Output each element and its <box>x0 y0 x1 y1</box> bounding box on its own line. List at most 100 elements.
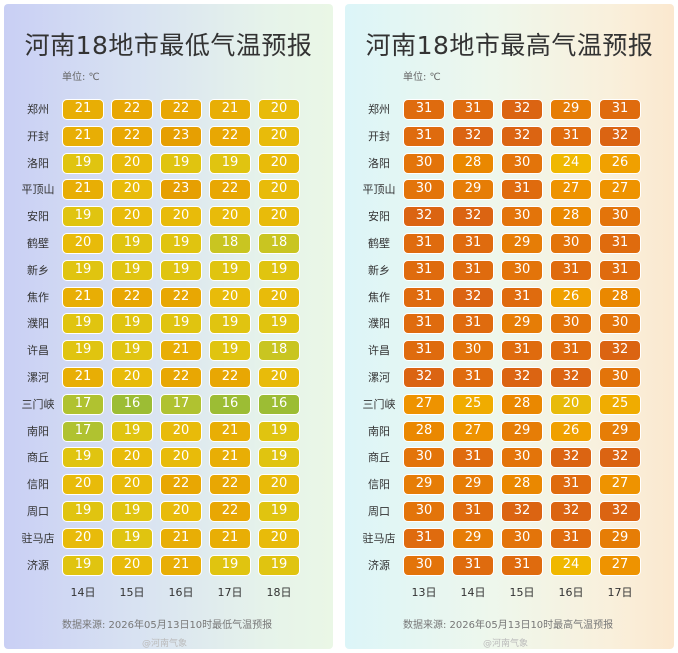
day-label: 15日 <box>119 586 145 599</box>
city-label: 新乡 <box>368 263 390 277</box>
temp-cell: 29 <box>550 99 592 120</box>
temp-cell: 25 <box>599 393 641 415</box>
temp-cell: 30 <box>403 152 445 174</box>
temp-cell: 20 <box>258 474 300 496</box>
temp-cell: 21 <box>160 554 202 576</box>
city-label: 开封 <box>27 129 49 143</box>
temp-cell: 31 <box>403 286 445 308</box>
temp-cell: 19 <box>258 447 300 469</box>
temp-cell: 19 <box>258 554 300 576</box>
city-label: 南阳 <box>368 424 390 438</box>
temp-cell: 31 <box>452 367 494 388</box>
temp-cell: 19 <box>160 313 202 335</box>
temp-cell: 22 <box>111 286 153 308</box>
city-label: 济源 <box>368 558 390 572</box>
temp-cell: 32 <box>452 206 494 228</box>
temp-cell: 19 <box>62 447 104 469</box>
city-label: 信阳 <box>368 478 390 492</box>
city-label: 郑州 <box>27 103 49 116</box>
temp-cell: 32 <box>501 125 543 147</box>
temp-cell: 21 <box>209 420 251 442</box>
temp-cell: 17 <box>62 420 104 442</box>
temp-cell: 30 <box>550 233 592 254</box>
temp-cell: 29 <box>403 474 445 496</box>
day-label: 15日 <box>509 586 535 599</box>
temp-cell: 32 <box>501 501 543 522</box>
temp-cell: 27 <box>599 179 641 201</box>
low-temp-source: 数据来源: 2026年05月13日10时最低气温预报 <box>62 620 273 631</box>
temp-cell: 20 <box>160 206 202 228</box>
temp-cell: 31 <box>403 99 445 120</box>
temp-cell: 19 <box>62 259 104 281</box>
temp-cell: 29 <box>452 527 494 549</box>
temp-cell: 20 <box>258 152 300 174</box>
temp-cell: 19 <box>209 340 251 362</box>
temp-cell: 28 <box>452 152 494 174</box>
temp-cell: 20 <box>111 554 153 576</box>
temp-cell: 21 <box>62 99 104 120</box>
day-label: 18日 <box>266 586 292 599</box>
day-label: 16日 <box>168 586 194 599</box>
temp-cell: 20 <box>258 99 300 120</box>
day-label: 14日 <box>70 586 96 599</box>
temp-cell: 22 <box>209 367 251 388</box>
temp-cell: 19 <box>160 233 202 254</box>
temp-cell: 22 <box>209 125 251 147</box>
temp-cell: 22 <box>160 367 202 388</box>
temp-cell: 30 <box>501 527 543 549</box>
temp-cell: 19 <box>62 340 104 362</box>
temp-cell: 20 <box>550 393 592 415</box>
day-label: 16日 <box>558 586 584 599</box>
temp-cell: 32 <box>403 367 445 388</box>
temp-cell: 32 <box>501 99 543 120</box>
temp-cell: 19 <box>160 152 202 174</box>
temp-cell: 19 <box>62 501 104 522</box>
temp-cell: 31 <box>452 99 494 120</box>
temp-cell: 31 <box>550 527 592 549</box>
city-label: 许昌 <box>27 344 49 358</box>
temp-cell: 30 <box>599 367 641 388</box>
temp-cell: 30 <box>403 501 445 522</box>
temp-cell: 23 <box>160 179 202 201</box>
temp-cell: 31 <box>403 527 445 549</box>
temp-cell: 31 <box>550 340 592 362</box>
temp-cell: 26 <box>599 152 641 174</box>
temp-cell: 28 <box>501 474 543 496</box>
temp-cell: 29 <box>452 474 494 496</box>
city-label: 濮阳 <box>27 317 49 331</box>
temp-cell: 17 <box>160 393 202 415</box>
temp-cell: 31 <box>452 233 494 254</box>
temp-cell: 29 <box>599 420 641 442</box>
high-temp-unit: 单位: ℃ <box>403 72 441 83</box>
city-label: 鹤壁 <box>27 237 49 250</box>
temp-cell: 19 <box>111 340 153 362</box>
temp-cell: 27 <box>452 420 494 442</box>
day-label: 17日 <box>607 586 633 599</box>
high-temp-source: 数据来源: 2026年05月13日10时最高气温预报 <box>403 620 614 631</box>
temp-cell: 19 <box>160 259 202 281</box>
temp-cell: 22 <box>160 286 202 308</box>
temp-cell: 24 <box>550 554 592 576</box>
temp-cell: 20 <box>111 474 153 496</box>
city-label: 周口 <box>27 505 49 518</box>
temp-cell: 24 <box>550 152 592 174</box>
temp-cell: 16 <box>111 393 153 415</box>
temp-cell: 20 <box>258 125 300 147</box>
city-label: 商丘 <box>27 451 49 465</box>
temp-cell: 31 <box>403 259 445 281</box>
temp-cell: 20 <box>111 206 153 228</box>
city-label: 漯河 <box>27 371 49 384</box>
temp-cell: 20 <box>258 206 300 228</box>
temp-cell: 21 <box>160 527 202 549</box>
temp-cell: 32 <box>550 501 592 522</box>
temp-cell: 29 <box>501 313 543 335</box>
temp-cell: 20 <box>258 527 300 549</box>
temp-cell: 32 <box>599 501 641 522</box>
temp-cell: 22 <box>160 99 202 120</box>
city-label: 商丘 <box>368 451 390 465</box>
city-label: 信阳 <box>27 478 49 492</box>
temp-cell: 31 <box>501 286 543 308</box>
temp-cell: 20 <box>160 447 202 469</box>
city-label: 驻马店 <box>21 531 55 545</box>
high-temp-title: 河南18地市最高气温预报 <box>365 31 654 60</box>
